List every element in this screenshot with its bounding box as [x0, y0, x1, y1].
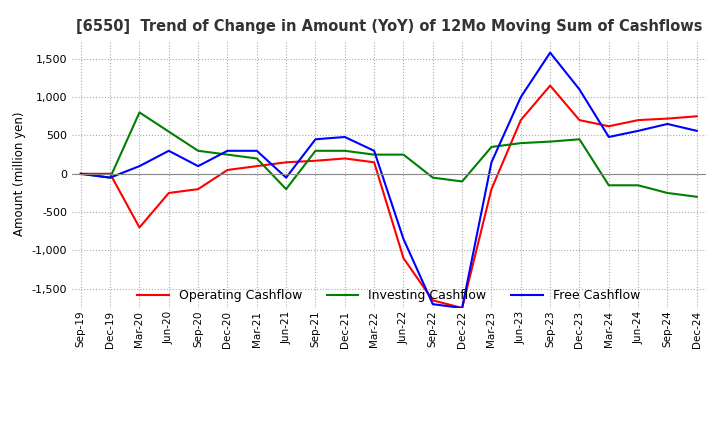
Free Cashflow — [282, 175, 290, 180]
Investing Cashflow — [399, 152, 408, 157]
Operating Cashflow — [76, 171, 85, 176]
Investing Cashflow — [106, 175, 114, 180]
Investing Cashflow — [516, 140, 525, 146]
Investing Cashflow — [487, 144, 496, 150]
Investing Cashflow — [428, 175, 437, 180]
Line: Investing Cashflow: Investing Cashflow — [81, 113, 697, 197]
Operating Cashflow — [458, 305, 467, 311]
Title: [6550]  Trend of Change in Amount (YoY) of 12Mo Moving Sum of Cashflows: [6550] Trend of Change in Amount (YoY) o… — [76, 19, 702, 34]
Free Cashflow — [428, 301, 437, 307]
Operating Cashflow — [634, 117, 642, 123]
Operating Cashflow — [428, 298, 437, 303]
Investing Cashflow — [135, 110, 144, 115]
Free Cashflow — [223, 148, 232, 154]
Y-axis label: Amount (million yen): Amount (million yen) — [13, 112, 26, 236]
Operating Cashflow — [663, 116, 672, 121]
Operating Cashflow — [341, 156, 349, 161]
Free Cashflow — [605, 134, 613, 139]
Operating Cashflow — [516, 117, 525, 123]
Free Cashflow — [76, 171, 85, 176]
Investing Cashflow — [693, 194, 701, 199]
Operating Cashflow — [223, 167, 232, 172]
Operating Cashflow — [546, 83, 554, 88]
Operating Cashflow — [575, 117, 584, 123]
Operating Cashflow — [311, 158, 320, 163]
Free Cashflow — [487, 160, 496, 165]
Operating Cashflow — [370, 160, 379, 165]
Operating Cashflow — [194, 187, 202, 192]
Free Cashflow — [399, 236, 408, 242]
Operating Cashflow — [164, 191, 173, 196]
Operating Cashflow — [106, 171, 114, 176]
Free Cashflow — [663, 121, 672, 127]
Free Cashflow — [516, 95, 525, 100]
Investing Cashflow — [370, 152, 379, 157]
Free Cashflow — [693, 128, 701, 133]
Investing Cashflow — [76, 171, 85, 176]
Investing Cashflow — [341, 148, 349, 154]
Investing Cashflow — [311, 148, 320, 154]
Free Cashflow — [106, 175, 114, 180]
Line: Free Cashflow: Free Cashflow — [81, 53, 697, 308]
Operating Cashflow — [135, 225, 144, 230]
Investing Cashflow — [223, 152, 232, 157]
Operating Cashflow — [399, 256, 408, 261]
Free Cashflow — [164, 148, 173, 154]
Free Cashflow — [458, 305, 467, 311]
Free Cashflow — [194, 164, 202, 169]
Free Cashflow — [341, 134, 349, 139]
Free Cashflow — [370, 148, 379, 154]
Free Cashflow — [135, 164, 144, 169]
Line: Operating Cashflow: Operating Cashflow — [81, 86, 697, 308]
Investing Cashflow — [282, 187, 290, 192]
Legend: Operating Cashflow, Investing Cashflow, Free Cashflow: Operating Cashflow, Investing Cashflow, … — [132, 284, 645, 307]
Operating Cashflow — [693, 114, 701, 119]
Operating Cashflow — [253, 164, 261, 169]
Investing Cashflow — [458, 179, 467, 184]
Free Cashflow — [634, 128, 642, 133]
Investing Cashflow — [164, 129, 173, 134]
Investing Cashflow — [253, 156, 261, 161]
Free Cashflow — [311, 137, 320, 142]
Investing Cashflow — [605, 183, 613, 188]
Operating Cashflow — [282, 160, 290, 165]
Operating Cashflow — [605, 124, 613, 129]
Investing Cashflow — [194, 148, 202, 154]
Investing Cashflow — [575, 137, 584, 142]
Free Cashflow — [253, 148, 261, 154]
Operating Cashflow — [487, 187, 496, 192]
Investing Cashflow — [663, 191, 672, 196]
Investing Cashflow — [634, 183, 642, 188]
Free Cashflow — [546, 50, 554, 55]
Free Cashflow — [575, 87, 584, 92]
Investing Cashflow — [546, 139, 554, 144]
